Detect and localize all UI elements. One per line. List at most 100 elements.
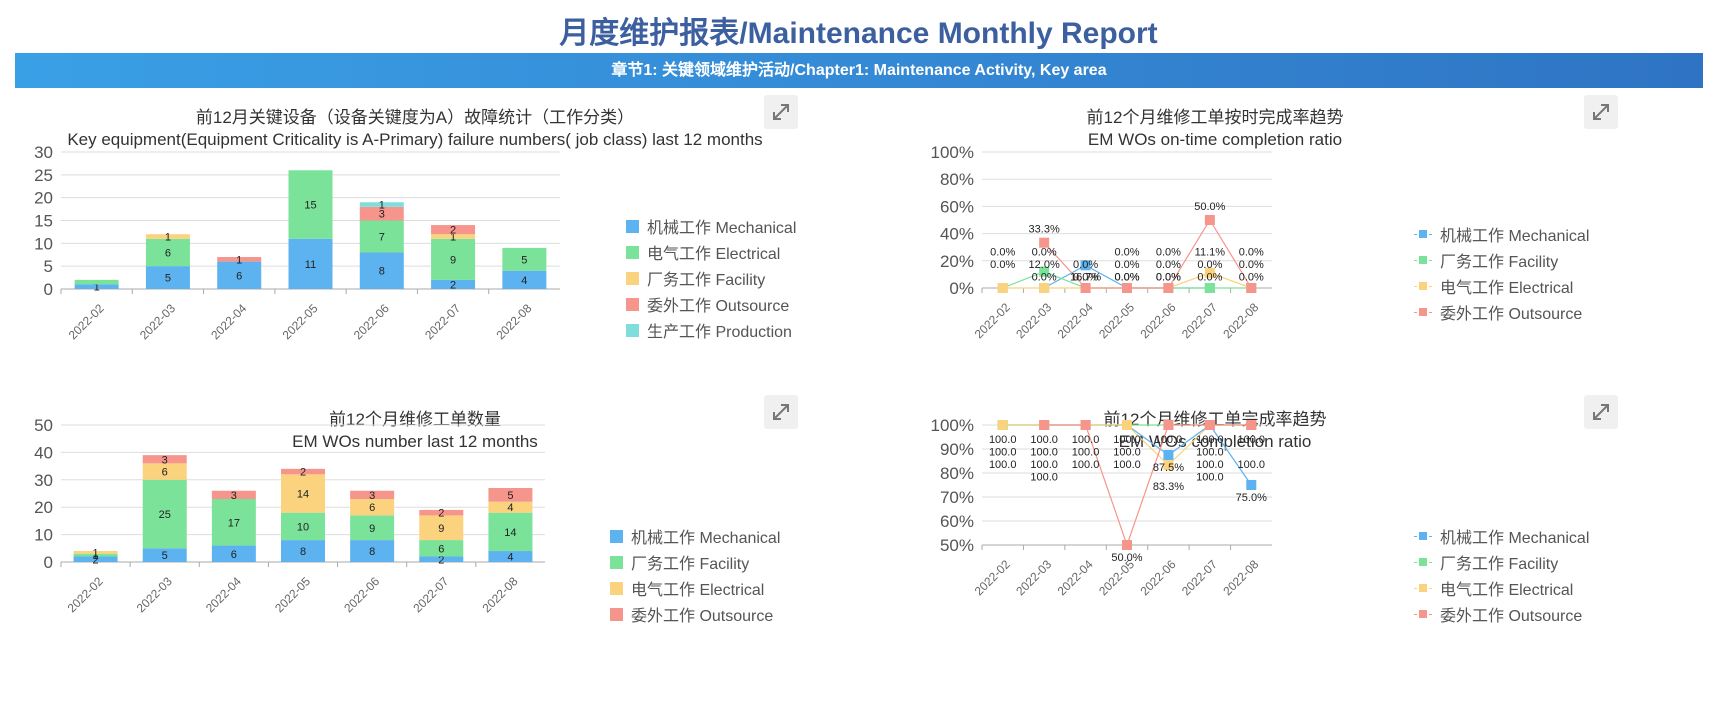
data-point [1039, 237, 1050, 248]
y-tick-label: 100% [931, 143, 974, 162]
series-line [1043, 218, 1252, 289]
data-label: 0.0% [1114, 247, 1139, 259]
expand-button[interactable] [764, 395, 798, 429]
legend-label: 机械工作 Mechanical [1440, 530, 1590, 547]
legend-item[interactable]: 委外工作 Outsource [626, 291, 796, 317]
bar [350, 515, 395, 541]
data-point [1246, 420, 1257, 430]
data-point [1080, 283, 1091, 293]
data-label: 100.0 [1113, 459, 1141, 471]
bar [431, 279, 476, 289]
legend-item[interactable]: 委外工作 Outsource [1414, 299, 1589, 325]
bar-value-label: 8 [379, 266, 385, 278]
bar-value-label: 3 [369, 490, 375, 502]
data-label: 0.0% [1114, 272, 1139, 284]
legend-item[interactable]: 生产工作 Production [626, 317, 796, 343]
legend-item[interactable]: 机械工作 Mechanical [626, 213, 796, 239]
bar [488, 551, 533, 562]
bar [142, 455, 187, 464]
legend-marker [1414, 280, 1432, 293]
x-tick-label: 2022-02 [972, 300, 1013, 341]
legend-label: 电气工作 Electrical [1440, 280, 1574, 297]
bar [350, 490, 395, 499]
x-tick-label: 2022-03 [137, 301, 178, 342]
bar-value-label: 6 [438, 543, 444, 555]
bar-value-label: 2 [438, 554, 444, 566]
data-label: 100.0 [1238, 459, 1266, 471]
y-tick-label: 10 [34, 234, 53, 253]
chart-title-en: Key equipment(Equipment Criticality is A… [67, 130, 763, 149]
legend-item[interactable]: 委外工作 Outsource [610, 601, 780, 627]
data-point [997, 420, 1008, 430]
data-label: 50.0% [1111, 552, 1142, 564]
legend-item[interactable]: 机械工作 Mechanical [1414, 221, 1589, 247]
legend-item[interactable]: 电气工作 Electrical [1414, 273, 1589, 299]
chart-title-cn: 前12个月维修工单完成率趋势 [1103, 410, 1327, 429]
legend-item[interactable]: 电气工作 Electrical [1414, 575, 1589, 601]
x-tick-label: 2022-08 [480, 574, 521, 615]
bar [359, 220, 404, 253]
legend-item[interactable]: 委外工作 Outsource [1414, 601, 1589, 627]
legend-item[interactable]: 机械工作 Mechanical [1414, 523, 1589, 549]
legend-item[interactable]: 厂务工作 Facility [626, 265, 796, 291]
data-point [1204, 267, 1215, 278]
bar [502, 270, 547, 289]
wo-count-bar-chart: 前12个月维修工单数量 EM WOs number last 12 months… [20, 395, 810, 695]
bar-value-label: 1 [93, 547, 99, 559]
data-label: 100.0 [1072, 434, 1100, 446]
data-label: 0.0% [1156, 272, 1181, 284]
legend-label: 厂务工作 Facility [631, 556, 750, 573]
data-label: 0.0% [1239, 247, 1264, 259]
legend-label: 厂务工作 Facility [1440, 556, 1559, 573]
legend-item[interactable]: 厂务工作 Facility [1414, 549, 1589, 575]
data-label: 100.0 [1072, 459, 1100, 471]
bar [217, 261, 262, 289]
data-point [1080, 260, 1091, 271]
chart-plot: 0 10 20 30 40 50 2022-02 2022-03 2022-04 2022-05 2… [34, 416, 545, 615]
data-label: 100.0 [1113, 434, 1141, 446]
data-label: 100.0 [1196, 434, 1224, 446]
data-label: 100.0 [1113, 447, 1141, 459]
bar-value-label: 4 [521, 275, 527, 287]
data-label: 100.0 [1196, 447, 1224, 459]
data-label: 100.0 [1030, 447, 1058, 459]
data-point [1163, 283, 1174, 293]
bar-value-label: 9 [438, 523, 444, 535]
expand-button[interactable] [1584, 95, 1618, 129]
data-label: 0.0% [1114, 272, 1139, 284]
data-point [1204, 283, 1215, 293]
legend-item[interactable]: 厂务工作 Facility [610, 549, 780, 575]
expand-icon [773, 404, 789, 420]
expand-button[interactable] [1584, 395, 1618, 429]
y-tick-label: 15 [34, 212, 53, 231]
data-label: 100.0 [989, 459, 1017, 471]
data-label: 100.0 [1030, 459, 1058, 471]
legend-item[interactable]: 电气工作 Electrical [626, 239, 796, 265]
bar-value-label: 1 [94, 282, 100, 294]
legend-item[interactable]: 厂务工作 Facility [1414, 247, 1589, 273]
data-label: 50.0% [1194, 201, 1225, 213]
legend-label: 机械工作 Mechanical [631, 530, 781, 547]
expand-icon [1593, 104, 1609, 120]
bar [488, 501, 533, 513]
data-label: 100.0 [1196, 459, 1224, 471]
chart-title-en: EM WOs completion ratio [1118, 432, 1312, 451]
bar [142, 548, 187, 562]
y-tick-label: 0% [949, 279, 974, 298]
legend-item[interactable]: 电气工作 Electrical [610, 575, 780, 601]
x-tick-label: 2022-07 [422, 301, 463, 342]
legend-item[interactable]: 机械工作 Mechanical [610, 523, 780, 549]
legend-marker [1414, 306, 1432, 319]
y-tick-label: 20% [940, 252, 974, 271]
y-tick-label: 40% [940, 225, 974, 244]
y-tick-label: 100% [931, 416, 974, 435]
bar [73, 553, 118, 557]
y-tick-label: 5 [44, 257, 53, 276]
bar [359, 252, 404, 289]
data-point [1204, 420, 1215, 430]
y-tick-label: 80% [940, 464, 974, 483]
x-tick-label: 2022-06 [341, 574, 382, 615]
bar-value-label: 5 [521, 254, 527, 266]
ontime-line-chart: 前12个月维修工单按时完成率趋势 EM WOs on-time completi… [880, 95, 1670, 380]
expand-button[interactable] [764, 95, 798, 129]
